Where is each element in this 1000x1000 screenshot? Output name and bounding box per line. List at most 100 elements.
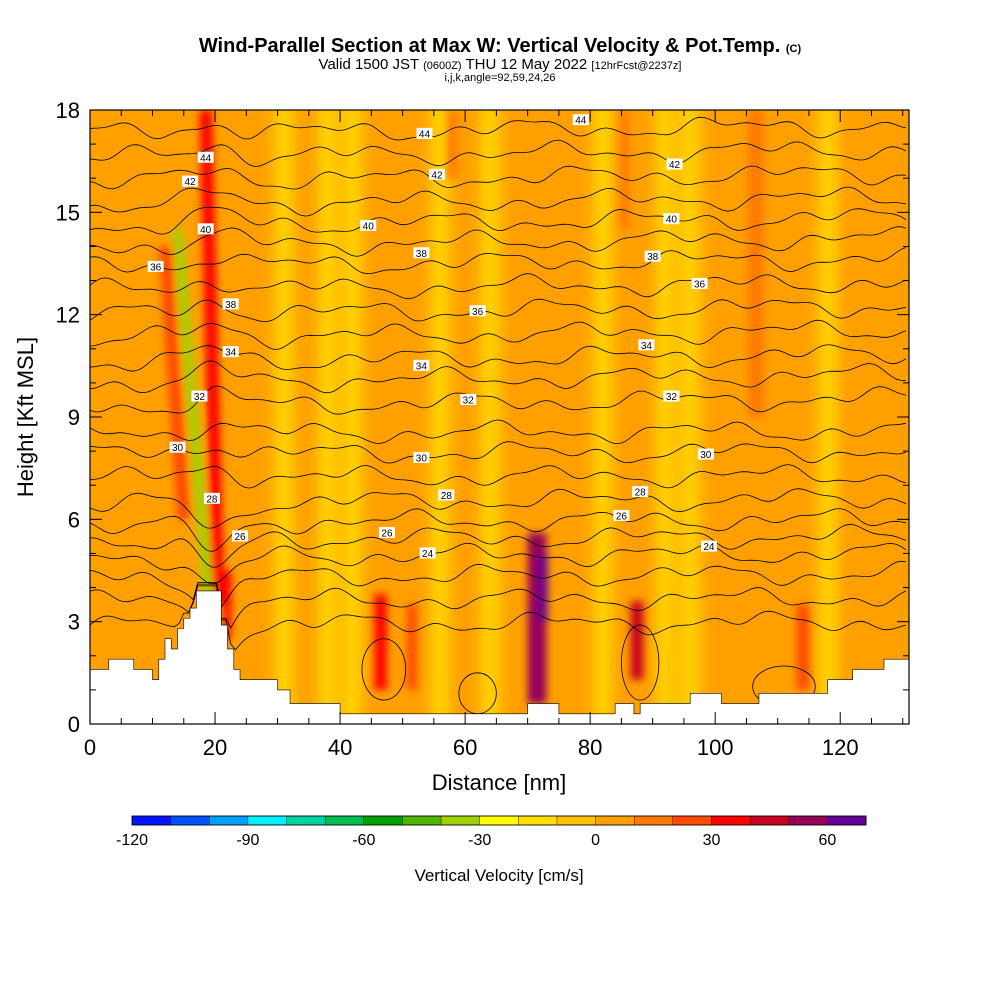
theta-label: 40 [666,215,678,226]
colorbar-swatch [440,815,481,826]
title-mark: (C) [785,43,802,55]
colorbar-swatch [479,815,519,826]
theta-label-box [666,158,683,170]
x-tick-label: 120 [822,735,859,760]
velocity-streak [630,601,644,680]
theta-label-box [428,168,445,180]
subtitle-forecast: [12hrFcst@2237z] [591,60,682,72]
theta-label-box [638,339,655,351]
x-tick-label: 100 [697,735,734,760]
theta-contour [90,488,907,529]
colorbar-frame [131,815,867,826]
colorbar-tick-label: 0 [591,832,600,849]
velocity-streak [374,594,387,690]
theta-label-box [632,486,649,498]
y-tick-label: 9 [68,405,80,430]
terrain-mask [90,590,909,724]
colorbar-swatch [711,815,751,826]
x-axis-title: Distance [nm] [432,770,567,795]
theta-contour [90,186,906,217]
theta-label: 24 [703,542,715,553]
theta-label-box [572,114,589,126]
theta-label-box [663,390,680,402]
theta-label: 30 [172,443,184,454]
theta-label-box [413,247,430,259]
colorbar-swatch [556,815,597,826]
theta-contour [90,206,907,235]
theta-label: 28 [635,488,647,499]
theta-label: 42 [431,170,443,181]
theta-label-box [469,305,486,317]
velocity-streak [447,110,458,179]
theta-labels: 44 44 44 42 42 42 40 40 40 38 38 38 36 36 36 34 34 34 32 32… [147,114,717,560]
theta-label: 24 [422,549,434,560]
theta-label: 38 [647,252,659,263]
theta-label-box [197,151,214,163]
theta-label-box [222,346,239,358]
theta-label: 26 [381,528,393,539]
chart-subtitle: Valid 1500 JST (0600Z) THU 12 May 2022 [… [0,57,1000,72]
chart-subtitle-indices: i,j,k,angle=92,59,24,26 [444,72,556,84]
theta-contour [90,583,907,629]
colorbar-tick-label: -60 [352,832,375,849]
theta-label: 30 [700,450,712,461]
theta-contour [90,523,907,568]
colorbar-swatch [634,815,674,826]
velocity-column [656,110,675,724]
colorbar-swatch [209,815,249,826]
colorbar-title: Vertical Velocity [cm/s] [414,866,583,885]
theta-label: 36 [150,262,162,273]
theta-contour [90,464,906,489]
colorbar-swatch [324,815,365,826]
colorbar-swatch [749,815,790,826]
theta-contour [90,226,907,257]
theta-label: 36 [694,279,706,290]
theta-contour [90,116,906,141]
velocity-column [431,110,450,724]
theta-label: 28 [206,494,218,505]
theta-label: 30 [416,453,428,464]
theta-contour [621,624,660,701]
colorbar-swatch [595,815,635,826]
theta-label: 34 [225,348,237,359]
theta-contour [90,273,907,300]
theta-contour [90,419,906,445]
subtitle-valid: Valid 1500 JST [318,56,419,73]
velocity-streak [406,604,417,690]
title-block: Wind-Parallel Section at Max W: Vertical… [0,36,1000,84]
x-tick-label: 0 [84,735,96,760]
colorbar-tick-label: 60 [818,832,836,849]
colorbar-swatch [788,815,828,826]
theta-label-box [222,298,239,310]
theta-label: 32 [194,392,206,403]
velocity-streak [538,553,548,622]
theta-label: 44 [575,116,587,127]
theta-label-box [413,451,430,463]
chart-title-line: Wind-Parallel Section at Max W: Vertical… [0,36,1000,56]
x-tick-label: 40 [328,735,352,760]
x-tick-label: 80 [578,735,602,760]
colorbar-swatch [247,815,288,826]
theta-label-box [413,359,430,371]
theta-label-box [147,260,164,272]
theta-contour [90,508,906,552]
y-axis-title: Height [Kft MSL] [13,337,38,497]
theta-contour [90,319,907,350]
theta-label: 38 [416,249,428,260]
theta-label: 38 [225,300,237,311]
y-tick-label: 12 [56,303,80,328]
theta-label-box [691,277,708,289]
theta-label: 32 [463,395,475,406]
theta-label: 26 [616,511,628,522]
theta-label: 34 [416,361,428,372]
y-tick-label: 18 [56,98,80,123]
velocity-streak [796,604,809,690]
theta-label-box [191,390,208,402]
velocity-column [481,110,500,724]
colorbar-swatch [131,815,172,826]
theta-contour [90,139,907,167]
theta-label-box [697,448,714,460]
theta-label-box [360,219,377,231]
theta-contour [90,247,907,275]
theta-label-box [182,175,199,187]
